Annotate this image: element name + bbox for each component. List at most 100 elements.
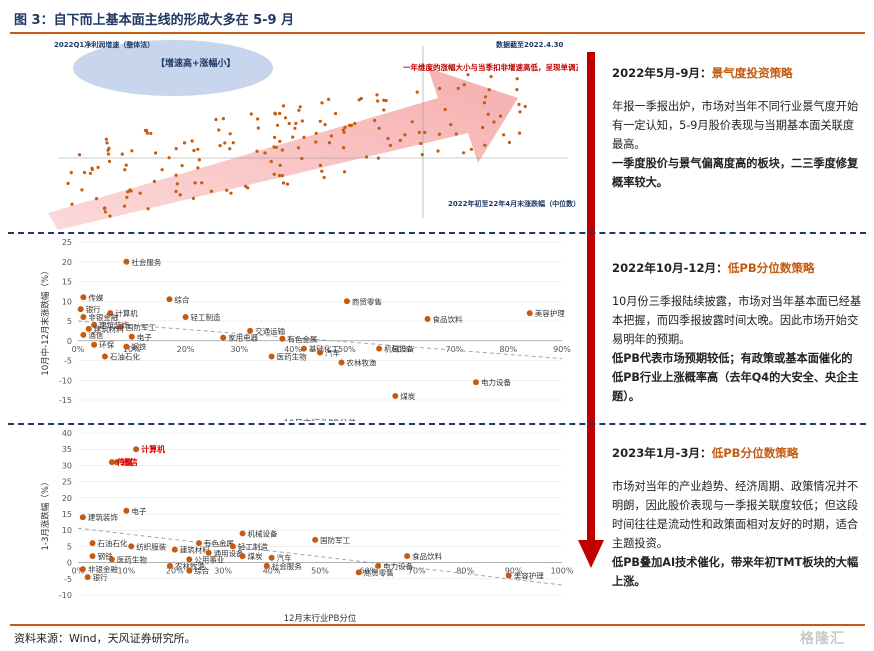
top-dot xyxy=(398,138,402,142)
data-point xyxy=(376,345,383,352)
panel-body: 年报一季报出炉，市场对当年不同行业景气度开始有一定认知，5-9月股价表现与当期基… xyxy=(612,100,859,151)
panel-period: 2022年10月-12月： xyxy=(612,261,728,275)
y-tick-label: -10 xyxy=(59,376,72,385)
top-dot xyxy=(280,148,284,152)
top-dot xyxy=(322,175,326,180)
top-dot xyxy=(130,149,134,153)
data-label: 煤炭 xyxy=(248,551,263,561)
data-point xyxy=(229,543,236,550)
top-dot xyxy=(300,119,304,123)
top-ylabel: 2022Q1净利润增速（整体法） xyxy=(54,40,154,49)
data-label: 钢铁 xyxy=(98,551,113,561)
y-tick-label: 25 xyxy=(62,478,72,487)
top-dot xyxy=(66,181,70,185)
data-label: 美容护理 xyxy=(535,308,565,318)
top-dot xyxy=(174,147,178,151)
data-point xyxy=(91,341,98,348)
top-dot xyxy=(196,147,200,151)
top-dot xyxy=(256,117,260,121)
y-tick-label: 40 xyxy=(62,429,72,438)
top-dot xyxy=(105,141,109,145)
x-axis-title: 10月中行业PB分位 xyxy=(284,418,357,421)
top-dot xyxy=(102,206,106,210)
source-note: 资料来源：Wind，天风证券研究所。 xyxy=(14,632,196,645)
panel-heading: 2022年10月-12月：低PB分位数策略 xyxy=(612,259,862,278)
data-point xyxy=(128,543,135,550)
data-label: 国防军工 xyxy=(126,322,156,332)
data-point xyxy=(220,334,227,341)
top-dot xyxy=(515,88,519,92)
data-point xyxy=(107,310,114,317)
data-point xyxy=(186,556,193,563)
data-label: 传媒 xyxy=(116,457,134,467)
data-point xyxy=(526,310,533,317)
data-point xyxy=(84,574,91,581)
data-label: 医药生物 xyxy=(277,352,307,362)
top-dot xyxy=(382,108,386,112)
top-dot xyxy=(180,164,184,168)
top-dot xyxy=(482,101,486,105)
x-tick-label: 10% xyxy=(118,567,136,576)
data-point xyxy=(91,321,98,328)
data-point xyxy=(118,323,125,330)
timeline-arrow xyxy=(578,52,604,568)
data-point xyxy=(355,569,362,576)
title-rule xyxy=(10,32,865,34)
data-label: 有色金属 xyxy=(287,334,317,344)
data-label: 通信 xyxy=(122,457,138,467)
data-point xyxy=(239,530,246,537)
top-dot xyxy=(218,144,222,148)
top-dot xyxy=(244,184,248,188)
top-dot xyxy=(103,210,107,214)
data-label: 建筑装饰 xyxy=(99,320,129,330)
bottom-rule xyxy=(10,624,865,626)
top-dot xyxy=(120,152,124,156)
data-label: 非银金融 xyxy=(88,564,118,574)
y-tick-label: 10 xyxy=(62,526,72,535)
top-dot xyxy=(376,156,380,160)
top-dot xyxy=(94,197,99,201)
top-dot xyxy=(373,118,377,123)
top-dot xyxy=(410,120,414,124)
x-tick-label: 40% xyxy=(263,567,281,576)
y-axis-title: 10月中-12月末涨跌幅（%） xyxy=(40,266,51,375)
top-dot xyxy=(302,135,306,139)
data-label: 电力设备 xyxy=(383,561,413,571)
top-dot xyxy=(82,170,87,175)
top-dot xyxy=(327,97,331,101)
data-label: 计算机 xyxy=(115,308,138,318)
data-point xyxy=(317,349,323,356)
data-label: 建筑材料 xyxy=(180,545,210,555)
top-dot xyxy=(106,152,111,156)
top-date-note: 数据截至2022.4.30 xyxy=(496,40,564,49)
data-label: 环保 xyxy=(99,341,114,350)
scatter-chart-pb-dec: 40 35 30 25 20 15 10 5 0 -5 -10 0% 10% 20% 30% 40% 50% 60… xyxy=(40,429,574,622)
top-dot xyxy=(329,134,333,138)
data-point xyxy=(268,353,275,360)
top-dot xyxy=(160,168,164,172)
panel-2023-jan-mar: 2023年1月-3月：低PB分位数策略 市场对当年的产业趋势、经济周期、政策情况… xyxy=(612,444,862,591)
data-point xyxy=(338,359,345,366)
data-label: 食品饮料 xyxy=(433,314,463,324)
x-tick-label: 80% xyxy=(456,567,474,576)
top-dot xyxy=(287,121,291,126)
data-label: 建筑材料 xyxy=(94,324,124,334)
data-label: 通用设备 xyxy=(214,548,244,558)
panel-body: 市场对当年的产业趋势、经济周期、政策情况并不明朗，因此股价表现与一季报关联度较低… xyxy=(612,480,859,550)
figure-title: 图 3：自下而上基本面主线的形成大多在 5-9 月 xyxy=(14,13,295,28)
top-dot xyxy=(104,137,108,141)
top-dot xyxy=(348,123,352,127)
top-dot xyxy=(255,149,259,153)
top-dot xyxy=(314,131,318,135)
top-dot xyxy=(178,193,182,197)
data-point xyxy=(424,316,431,323)
top-dot xyxy=(145,128,149,133)
top-dot xyxy=(449,123,453,127)
top-dot xyxy=(285,182,290,186)
data-label: 非银金融 xyxy=(88,312,118,322)
top-dot xyxy=(196,166,200,170)
top-dot xyxy=(420,153,424,157)
top-dot xyxy=(342,170,347,174)
data-label: 交通运输 xyxy=(255,326,285,336)
data-label: 建筑装饰 xyxy=(88,512,118,522)
